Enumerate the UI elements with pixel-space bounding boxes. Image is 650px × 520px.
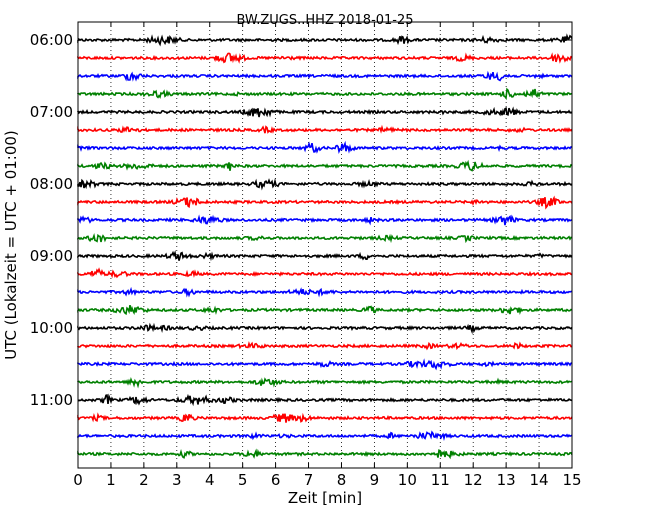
y-tick-label: 06:00 [30, 31, 73, 49]
trace-07:45 [77, 159, 573, 172]
x-tick-label: 0 [73, 471, 83, 489]
x-tick-label: 3 [172, 471, 182, 489]
trace-08:45 [77, 233, 573, 244]
trace-09:45 [77, 304, 573, 316]
seismic-traces [77, 33, 573, 460]
plot-frame [77, 21, 573, 469]
x-axis-ticks: 0 1 2 3 4 5 6 7 8 9 10 11 12 13 14 15 [73, 22, 582, 489]
x-tick-label: 11 [431, 471, 450, 489]
x-tick-label: 9 [370, 471, 380, 489]
x-tick-label: 2 [139, 471, 149, 489]
trace-10:45 [77, 376, 573, 389]
trace-11:45 [77, 448, 573, 460]
trace-09:15 [77, 267, 573, 279]
y-tick-label: 07:00 [30, 103, 73, 121]
x-axis-label: Zeit [min] [288, 489, 362, 507]
trace-11:15 [77, 412, 573, 423]
x-tick-label: 14 [530, 471, 549, 489]
x-tick-label: 5 [238, 471, 248, 489]
x-tick-label: 8 [337, 471, 347, 489]
trace-11:00 [77, 393, 573, 407]
trace-06:00 [77, 33, 573, 47]
y-tick-label: 08:00 [30, 175, 73, 193]
trace-06:45 [77, 87, 573, 101]
trace-10:30 [77, 358, 573, 371]
trace-10:00 [77, 322, 573, 335]
x-tick-label: 13 [497, 471, 516, 489]
x-tick-label: 6 [271, 471, 281, 489]
trace-08:00 [77, 178, 573, 191]
trace-09:30 [77, 286, 573, 298]
trace-06:15 [77, 52, 573, 64]
x-tick-label: 7 [304, 471, 314, 489]
trace-09:00 [77, 250, 573, 262]
trace-08:30 [77, 214, 573, 226]
x-tick-label: 15 [562, 471, 581, 489]
trace-08:15 [77, 195, 573, 210]
y-tick-label: 10:00 [30, 319, 73, 337]
x-tick-label: 1 [106, 471, 116, 489]
trace-07:15 [77, 124, 573, 134]
x-tick-label: 12 [464, 471, 483, 489]
y-tick-label: 09:00 [30, 247, 73, 265]
trace-07:30 [77, 140, 573, 154]
y-tick-label: 11:00 [30, 391, 73, 409]
y-axis-label: UTC (Lokalzeit = UTC + 01:00) [2, 130, 20, 360]
trace-06:30 [77, 70, 573, 82]
chart-title: BW.ZUGS..HHZ 2018-01-25 [236, 13, 413, 28]
y-axis-ticks: 06:00 07:00 08:00 09:00 10:00 11:00 [30, 31, 572, 409]
x-tick-label: 4 [205, 471, 215, 489]
trace-07:00 [77, 106, 573, 118]
x-tick-label: 10 [398, 471, 417, 489]
trace-11:30 [77, 430, 573, 442]
trace-10:15 [77, 340, 573, 351]
